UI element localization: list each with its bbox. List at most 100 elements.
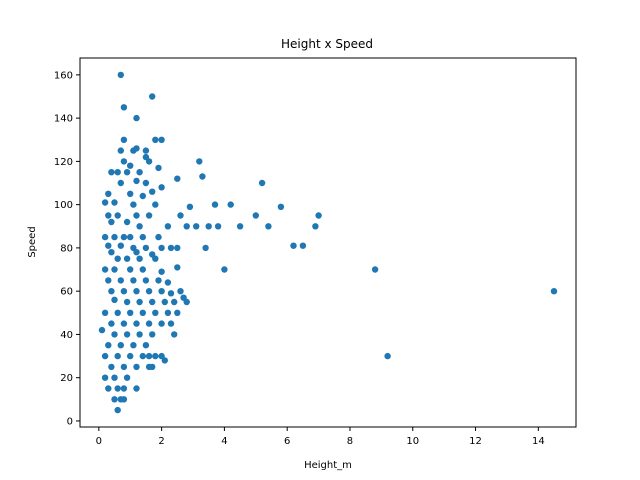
y-tick-label: 0 — [67, 416, 73, 427]
data-point — [171, 331, 178, 338]
x-tick-label: 14 — [532, 436, 545, 447]
data-point — [120, 158, 128, 165]
data-point — [114, 212, 121, 219]
data-point — [133, 177, 140, 185]
data-point — [117, 342, 125, 349]
data-point — [183, 298, 190, 306]
data-point — [108, 218, 115, 226]
data-point — [152, 255, 159, 262]
data-point — [155, 277, 162, 284]
data-point — [164, 309, 172, 316]
data-point — [158, 268, 165, 275]
data-point — [174, 175, 181, 182]
x-tick-label: 12 — [469, 436, 482, 447]
data-point — [117, 179, 125, 187]
data-point — [120, 320, 128, 327]
data-point — [299, 242, 307, 249]
data-point — [130, 277, 137, 284]
data-point — [174, 244, 181, 252]
data-point — [105, 385, 112, 392]
data-point — [111, 199, 118, 206]
data-point — [236, 223, 244, 230]
data-point — [199, 173, 206, 180]
data-point — [221, 266, 228, 273]
data-point — [312, 223, 319, 230]
data-point — [186, 203, 194, 210]
data-point — [114, 406, 121, 414]
x-tick-label: 2 — [158, 436, 164, 447]
data-point — [108, 169, 115, 176]
data-point — [145, 288, 153, 295]
data-point — [123, 374, 131, 381]
data-point — [152, 352, 159, 360]
data-point — [142, 179, 150, 187]
data-point — [164, 279, 172, 286]
chart-title: Height x Speed — [281, 37, 373, 51]
data-point — [136, 223, 143, 230]
x-tick-label: 4 — [221, 436, 227, 447]
y-axis-ticks: 0 20 40 60 80 100 120 140 160 — [54, 70, 80, 427]
data-point — [111, 233, 118, 241]
data-point — [136, 298, 143, 306]
data-point — [130, 201, 137, 208]
data-point — [114, 309, 121, 316]
data-point — [193, 223, 200, 230]
data-point — [111, 266, 118, 273]
data-point — [133, 145, 140, 152]
data-point — [315, 212, 322, 219]
data-point — [174, 264, 181, 271]
data-point — [202, 244, 209, 252]
data-point — [167, 244, 175, 252]
data-point — [105, 190, 112, 197]
data-point — [101, 233, 109, 241]
data-point — [139, 309, 146, 316]
data-point — [139, 233, 146, 241]
data-point — [265, 223, 272, 230]
data-point — [171, 298, 178, 306]
data-point — [139, 266, 146, 273]
data-point — [161, 357, 168, 364]
data-point — [155, 164, 162, 172]
plot-frame — [79, 57, 577, 428]
data-point — [142, 244, 150, 252]
data-point — [120, 136, 128, 143]
data-point — [290, 242, 297, 249]
data-point — [120, 104, 128, 111]
data-point — [142, 277, 150, 284]
y-tick-label: 80 — [60, 243, 73, 254]
data-points — [98, 71, 558, 414]
y-tick-label: 140 — [54, 114, 73, 125]
data-point — [123, 218, 131, 226]
data-point — [133, 363, 140, 371]
data-point — [214, 223, 222, 230]
data-point — [127, 352, 134, 360]
data-point — [114, 352, 121, 360]
data-point — [177, 288, 184, 295]
data-point — [142, 342, 150, 349]
data-point — [211, 201, 219, 208]
data-point — [152, 309, 159, 316]
data-point — [158, 288, 165, 295]
data-point — [117, 277, 125, 284]
data-point — [101, 199, 109, 206]
data-point — [183, 223, 190, 230]
data-point — [108, 249, 115, 256]
x-tick-label: 0 — [96, 436, 102, 447]
x-tick-label: 10 — [406, 436, 419, 447]
data-point — [139, 192, 146, 200]
y-tick-label: 40 — [60, 330, 73, 341]
data-point — [384, 352, 391, 360]
data-point — [158, 244, 165, 252]
y-tick-label: 120 — [54, 157, 73, 168]
data-point — [158, 320, 165, 327]
data-point — [177, 212, 184, 219]
data-point — [174, 309, 181, 316]
data-point — [145, 320, 153, 327]
data-point — [142, 147, 150, 154]
data-point — [155, 233, 162, 241]
data-point — [117, 71, 125, 79]
x-tick-label: 8 — [347, 436, 353, 447]
data-point — [227, 201, 234, 208]
data-point — [161, 298, 168, 306]
